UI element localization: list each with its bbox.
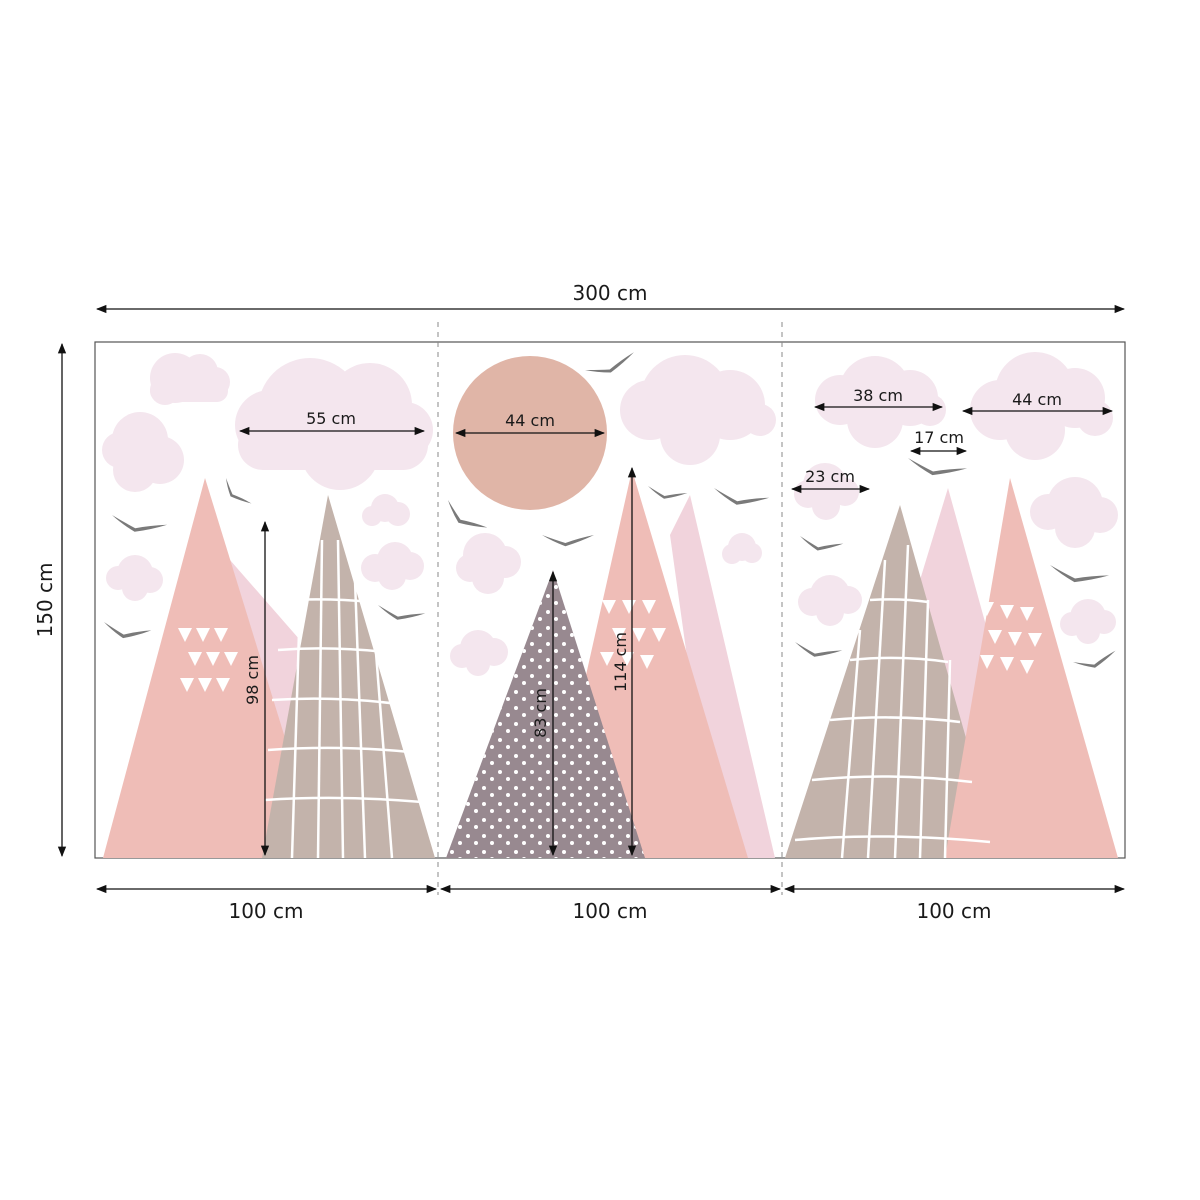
mountain-grid-lines xyxy=(794,544,991,859)
label-panel-2-width: 100 cm xyxy=(572,899,647,923)
mountain-dot-pattern xyxy=(446,570,645,858)
cloud xyxy=(1030,477,1118,548)
mountain-light-pink xyxy=(670,495,775,858)
label-sun-44: 44 cm xyxy=(505,411,555,430)
cloud xyxy=(456,533,521,594)
cloud xyxy=(722,533,762,564)
label-panel-1-width: 100 cm xyxy=(228,899,303,923)
cloud xyxy=(106,555,163,601)
mountain-pink xyxy=(945,478,1118,858)
label-cloud-38: 38 cm xyxy=(853,386,903,405)
label-mountain-98: 98 cm xyxy=(243,655,262,705)
label-mountain-114: 114 cm xyxy=(611,632,630,692)
cloud xyxy=(362,494,410,526)
cloud xyxy=(102,412,184,492)
outer-dimension-lines xyxy=(57,304,1126,894)
label-cloud-17: 17 cm xyxy=(914,428,964,447)
cloud xyxy=(361,542,424,590)
cloud xyxy=(1060,599,1116,644)
label-total-width: 300 cm xyxy=(572,281,647,305)
triangle-pattern xyxy=(980,602,1042,674)
cloud xyxy=(620,355,776,465)
triangle-pattern xyxy=(178,628,238,692)
label-cloud-55: 55 cm xyxy=(306,409,356,428)
label-total-height: 150 cm xyxy=(33,562,57,637)
cloud xyxy=(798,575,862,626)
label-panel-3-width: 100 cm xyxy=(916,899,991,923)
label-cloud-44: 44 cm xyxy=(1012,390,1062,409)
internal-dimension-lines xyxy=(238,402,1114,857)
cloud xyxy=(450,630,508,676)
mountain-grid-lines xyxy=(264,539,423,859)
cloud xyxy=(150,353,230,405)
mountain-taupe-grid xyxy=(262,495,435,858)
label-cloud-23: 23 cm xyxy=(805,467,855,486)
label-mountain-83: 83 cm xyxy=(531,688,550,738)
